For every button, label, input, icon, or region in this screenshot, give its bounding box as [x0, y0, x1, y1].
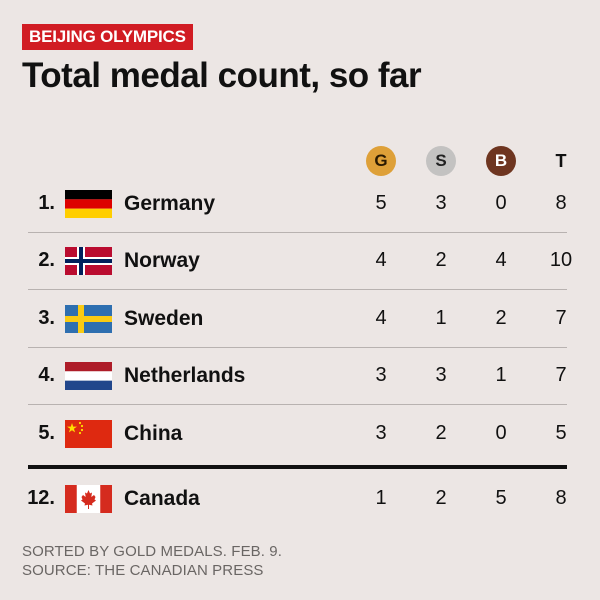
- bronze-count: 0: [495, 422, 507, 444]
- total-count: 8: [555, 487, 567, 509]
- table-row: 5. China 3 2 0 5: [0, 406, 600, 462]
- gold-medal-header: G: [366, 146, 396, 176]
- highlight-row: 12. Canada 1 2 5 8: [0, 471, 600, 527]
- netherlands-flag-icon: [65, 362, 112, 390]
- rank: 1.: [38, 192, 55, 214]
- silver-count: 2: [435, 249, 447, 271]
- country-name: Netherlands: [124, 364, 246, 387]
- row-divider: [28, 232, 567, 233]
- silver-medal-header: S: [426, 146, 456, 176]
- gold-count: 5: [375, 192, 387, 214]
- section-kicker: BEIJING OLYMPICS: [22, 24, 193, 50]
- total-count: 7: [555, 307, 567, 329]
- country-name: Germany: [124, 192, 216, 215]
- table-row: 3. Sweden 4 1 2 7: [0, 291, 600, 347]
- country-name: Canada: [124, 487, 200, 510]
- silver-count: 3: [435, 364, 447, 386]
- rank: 5.: [38, 422, 55, 444]
- page-title: Total medal count, so far: [22, 56, 422, 95]
- bronze-count: 5: [495, 487, 507, 509]
- column-header-row: G S B T: [0, 146, 600, 176]
- rank: 3.: [38, 307, 55, 329]
- total-count: 8: [555, 192, 567, 214]
- total-count: 5: [555, 422, 567, 444]
- gold-count: 3: [375, 364, 387, 386]
- canada-flag-icon: [65, 485, 112, 513]
- total-header: T: [555, 151, 567, 171]
- silver-count: 3: [435, 192, 447, 214]
- table-row: 1. Germany 5 3 0 8: [0, 176, 600, 232]
- row-divider: [28, 347, 567, 348]
- gold-count: 4: [375, 307, 387, 329]
- rank: 4.: [38, 364, 55, 386]
- bronze-count: 4: [495, 249, 507, 271]
- total-count: 10: [549, 249, 573, 271]
- bronze-medal-header: B: [486, 146, 516, 176]
- source-note: SOURCE: THE CANADIAN PRESS: [22, 562, 264, 579]
- china-flag-icon: [65, 420, 112, 448]
- germany-flag-icon: [65, 190, 112, 218]
- gold-count: 1: [375, 487, 387, 509]
- total-count: 7: [555, 364, 567, 386]
- gold-count: 4: [375, 249, 387, 271]
- rank: 12.: [27, 487, 55, 509]
- table-row: 4. Netherlands 3 3 1 7: [0, 348, 600, 404]
- footer-notes: SORTED BY GOLD MEDALS. FEB. 9. SOURCE: T…: [22, 542, 282, 580]
- row-divider: [28, 289, 567, 290]
- gold-count: 3: [375, 422, 387, 444]
- country-name: Norway: [124, 249, 200, 272]
- sweden-flag-icon: [65, 305, 112, 333]
- bronze-count: 1: [495, 364, 507, 386]
- bronze-count: 2: [495, 307, 507, 329]
- row-divider: [28, 404, 567, 405]
- country-name: Sweden: [124, 307, 204, 330]
- silver-count: 2: [435, 487, 447, 509]
- norway-flag-icon: [65, 247, 112, 275]
- silver-count: 2: [435, 422, 447, 444]
- section-divider: [28, 465, 567, 469]
- rank: 2.: [38, 249, 55, 271]
- silver-count: 1: [435, 307, 447, 329]
- country-name: China: [124, 422, 183, 445]
- table-row: 2. Norway 4 2 4 10: [0, 233, 600, 289]
- bronze-count: 0: [495, 192, 507, 214]
- sort-note: SORTED BY GOLD MEDALS. FEB. 9.: [22, 543, 283, 560]
